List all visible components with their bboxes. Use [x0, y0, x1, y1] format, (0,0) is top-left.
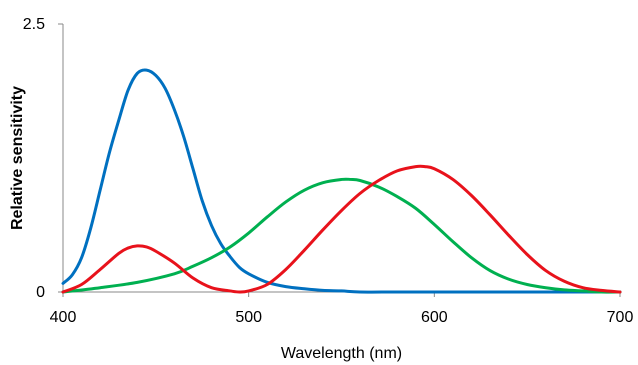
- y-tick-label: 0: [36, 284, 45, 301]
- x-tick-label: 400: [50, 309, 77, 326]
- series-group: [61, 68, 622, 294]
- x-axis-title: Wavelength (nm): [281, 345, 402, 362]
- x-tick-label: 500: [235, 309, 262, 326]
- y-ticks: 02.5: [23, 16, 63, 301]
- plot-area: 02.5 400 500 600 700: [23, 16, 634, 326]
- series-line-red-curve: [61, 164, 622, 294]
- x-tick-label: 600: [421, 309, 448, 326]
- y-axis-title: Relative sensitivity: [9, 86, 26, 230]
- series-line-blue-curve: [61, 68, 622, 294]
- y-tick-label: 2.5: [23, 16, 45, 33]
- series-line-green-curve: [61, 177, 622, 294]
- x-tick-label: 700: [607, 309, 634, 326]
- x-ticks: 400 500 600 700: [50, 292, 634, 326]
